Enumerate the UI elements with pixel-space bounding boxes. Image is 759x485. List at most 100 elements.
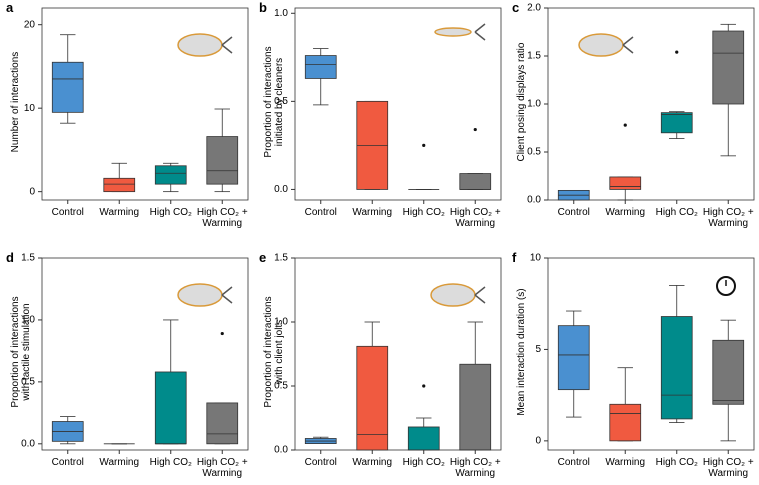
x-tick-label: Control <box>51 457 84 468</box>
panel: f Mean interaction duration (s) 0 5 10 Contro… <box>506 250 759 485</box>
fish-icon <box>434 27 472 37</box>
plot: 0.0 0.5 1.0 <box>274 7 502 204</box>
fish-icon <box>578 33 624 57</box>
x-tick-label: Control <box>557 207 590 218</box>
box <box>304 55 337 79</box>
box <box>51 61 84 113</box>
x-tick-label: High CO₂ + Warming <box>702 207 754 229</box>
fish-tail <box>474 23 486 41</box>
box <box>206 136 239 185</box>
x-tick-label: Warming <box>99 457 140 468</box>
plot: 0.0 0.5 1.0 1.5 <box>274 253 502 456</box>
y-tick-label: 1.5 <box>527 51 541 62</box>
box <box>712 30 745 105</box>
plot: 0.0 0.5 1.0 1.5 <box>21 253 249 454</box>
x-tick-label: Warming <box>605 207 646 218</box>
x-tick-label: Control <box>557 457 590 468</box>
y-tick-label: 0.5 <box>274 96 288 107</box>
plot: 0 10 20 <box>24 7 249 204</box>
x-tick-label: High CO₂ + Warming <box>196 207 248 229</box>
y-tick-label: 0 <box>29 186 35 197</box>
box <box>459 363 492 451</box>
fish-tail <box>474 286 486 304</box>
panel: b Proportion of interactions initiated by… <box>253 0 506 242</box>
plot: 0.0 0.5 1.0 1.5 2.0 <box>527 3 755 206</box>
outlier <box>422 384 426 388</box>
y-tick-label: 2.0 <box>527 3 541 14</box>
fish-icon <box>177 33 223 57</box>
y-tick-label: 5 <box>535 344 541 355</box>
plot-frame <box>41 7 249 201</box>
panel-letter: c <box>512 0 520 15</box>
x-tick-label: Control <box>304 207 337 218</box>
y-tick-label: 0.5 <box>527 147 541 158</box>
x-tick-label: High CO₂ <box>149 457 192 468</box>
x-tick-label: High CO₂ <box>402 457 445 468</box>
box <box>660 316 693 420</box>
panel: c Client posing displays ratio 0.0 0.5 1.0 1.… <box>506 0 759 242</box>
x-tick-label: Warming <box>99 207 140 218</box>
box <box>609 403 642 442</box>
x-tick-label: Control <box>51 207 84 218</box>
stopwatch-icon <box>716 276 736 296</box>
y-tick-label: 0.0 <box>274 445 288 456</box>
box <box>206 402 239 445</box>
x-tick-label: High CO₂ + Warming <box>702 457 754 479</box>
box <box>712 339 745 405</box>
box <box>154 165 187 185</box>
outlier <box>422 143 426 147</box>
y-tick-label: 1.0 <box>274 8 288 19</box>
panel: e Proportion of interactions with client … <box>253 250 506 485</box>
outlier <box>220 331 224 336</box>
x-tick-label: High CO₂ <box>655 207 698 218</box>
fish-tail <box>221 286 233 304</box>
box <box>103 177 136 193</box>
y-tick-label: 0 <box>535 435 541 446</box>
box <box>557 325 590 391</box>
y-tick-label: 10 <box>530 253 542 264</box>
x-tick-label: Warming <box>352 457 393 468</box>
fish-icon <box>430 283 476 307</box>
x-tick-label: High CO₂ <box>402 207 445 218</box>
y-tick-label: 1.0 <box>21 315 35 326</box>
panel: d Proportion of interactions with tactile… <box>0 250 253 485</box>
x-tick-label: Warming <box>352 207 393 218</box>
x-tick-label: High CO₂ + Warming <box>449 457 501 479</box>
y-tick-label: 0.5 <box>21 377 35 388</box>
y-tick-label: 20 <box>24 19 36 30</box>
y-tick-label: 1.5 <box>21 253 35 264</box>
fish-tail <box>221 36 233 54</box>
x-tick-label: High CO₂ <box>149 207 192 218</box>
outlier <box>623 123 627 127</box>
y-tick-label: 10 <box>24 103 36 114</box>
box <box>154 371 187 445</box>
y-tick-label: 0.0 <box>21 438 35 449</box>
panel-letter: d <box>6 250 14 265</box>
y-tick-label: 0.0 <box>527 195 541 206</box>
panel-letter: b <box>259 0 267 15</box>
x-tick-label: Warming <box>605 457 646 468</box>
panel-letter: a <box>6 0 14 15</box>
outlier <box>473 127 477 132</box>
outlier <box>675 50 679 54</box>
box <box>356 345 389 451</box>
plot: 0 5 10 <box>530 253 755 454</box>
panel-letter: e <box>259 250 267 265</box>
plot-frame <box>41 257 249 451</box>
plot-frame <box>547 257 755 451</box>
fish-icon <box>177 283 223 307</box>
y-tick-label: 1.5 <box>274 253 288 264</box>
x-tick-label: High CO₂ + Warming <box>196 457 248 479</box>
fish-tail <box>622 36 634 54</box>
y-tick-label: 0.0 <box>274 184 288 195</box>
box <box>660 112 693 134</box>
panel-letter: f <box>512 250 517 265</box>
y-tick-label: 0.5 <box>274 381 288 392</box>
plot-frame <box>294 7 502 201</box>
x-tick-label: Control <box>304 457 337 468</box>
panel: a Number of interactions 0 10 20 Control Warmi… <box>0 0 253 242</box>
plot-frame <box>294 257 502 451</box>
box <box>609 176 642 190</box>
x-tick-label: High CO₂ <box>655 457 698 468</box>
